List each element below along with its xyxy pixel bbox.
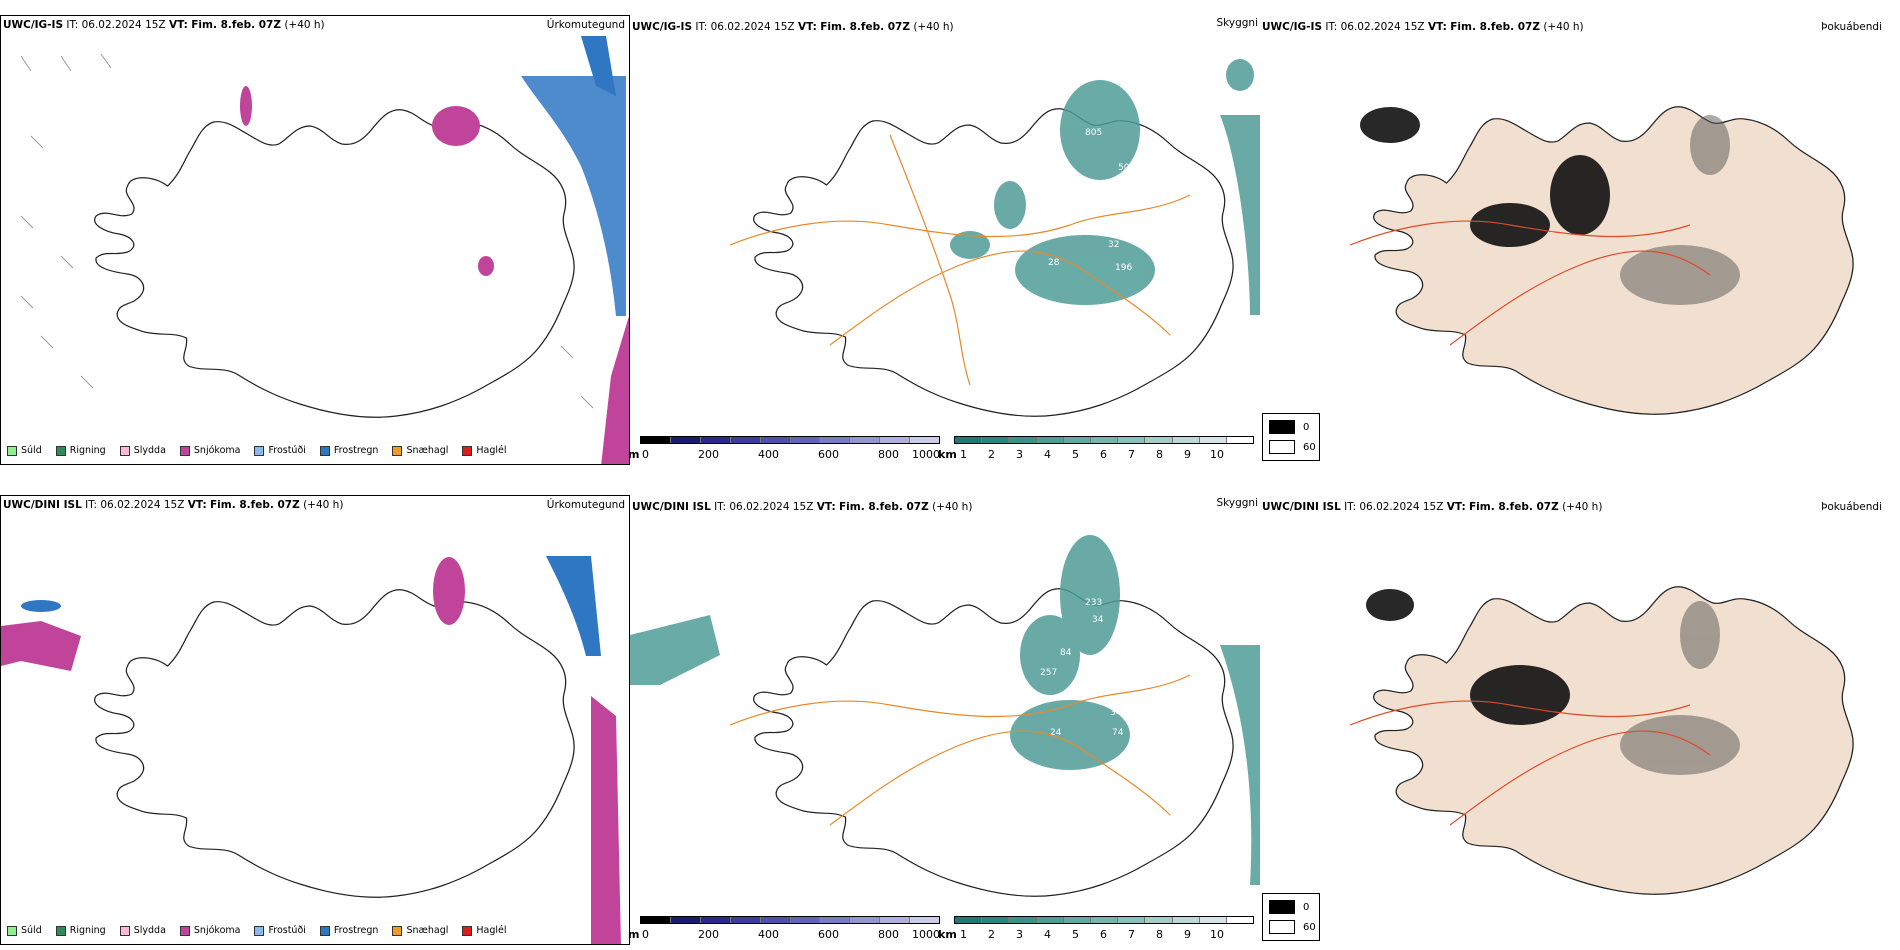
cloud-label: 27 [1002,648,1013,658]
cloud-label: 257 [1040,668,1057,678]
cloud-label: 28 [1048,258,1060,268]
precip-legend-top: Súld Rigning Slydda Snjókoma Frostúði Fr… [7,445,507,456]
precip-legend-bottom: Súld Rigning Slydda Snjókoma Frostúði Fr… [7,925,507,936]
panel-header: UWC/IG-IS IT: 06.02.2024 15Z VT: Fim. 8.… [3,19,325,31]
cloud-map: 233 34 27 84 257 24 34 74 [630,535,1260,897]
cloud-label: 34 [1092,615,1104,625]
precip-type-panel-bottom: UWC/DINI ISL IT: 06.02.2024 15Z VT: Fim.… [0,495,630,945]
cloud-panel-top: UWC/IG-IS IT: 06.02.2024 15Z VT: Fim. 8.… [630,15,1260,465]
panel-title: Skyggni [1216,17,1259,29]
panel-header: UWC/IG-IS IT: 06.02.2024 15Z VT: Fim. 8.… [1262,21,1584,33]
panel-header: UWC/DINI ISL IT: 06.02.2024 15Z VT: Fim.… [632,501,973,513]
fog-legend-top: 0 60 [1262,413,1320,461]
cloud-base-labels: 805 508 64 28 32 196 [975,128,1135,273]
fog-panel-bottom: UWC/DINI ISL IT: 06.02.2024 15Z VT: Fim.… [1260,495,1890,945]
panel-title: Þokuábendi [1821,501,1882,513]
panel-title: Þokuábendi [1821,21,1882,33]
cloud-label: 508 [1118,163,1135,173]
precip-type-panel-top: UWC/IG-IS IT: 06.02.2024 15Z VT: Fim. 8.… [0,15,630,465]
legend-swatch [7,445,17,456]
fog-map [1349,586,1854,895]
panel-title: Úrkomutegund [546,499,625,511]
cloud-label: 32 [1108,240,1119,250]
fog-legend-bottom: 0 60 [1262,893,1320,941]
fog-panel-top: UWC/IG-IS IT: 06.02.2024 15Z VT: Fim. 8.… [1260,15,1890,465]
cloud-label: 24 [1050,728,1062,738]
cloud-base-labels: 233 34 27 84 257 24 34 74 [1002,598,1124,738]
panel-title: Úrkomutegund [546,19,625,31]
panel-header: UWC/DINI ISL IT: 06.02.2024 15Z VT: Fim.… [3,499,344,511]
fog-map [1349,106,1854,415]
panel-header: UWC/IG-IS IT: 06.02.2024 15Z VT: Fim. 8.… [632,21,954,33]
panel-title: Skyggni [1216,497,1259,509]
cloud-label: 74 [1112,728,1124,738]
visibility-colorbar-bottom: km 1 2 3 4 5 6 7 8 9 10 [938,916,1260,946]
cloud-label: 84 [1060,648,1072,658]
cloud-label: 196 [1115,263,1132,273]
cloud-base-colorbar-top: m 0 200 400 600 800 1000 [628,436,940,466]
precip-type-map [20,36,629,464]
cloud-label: 34 [1110,708,1122,718]
cloud-map: 805 508 64 28 32 196 [729,59,1260,417]
cloud-label: 805 [1085,128,1102,138]
cloud-panel-bottom: UWC/DINI ISL IT: 06.02.2024 15Z VT: Fim.… [630,495,1260,945]
panel-header: UWC/DINI ISL IT: 06.02.2024 15Z VT: Fim.… [1262,501,1603,513]
precip-type-map [1,556,621,944]
cloud-base-colorbar-bottom: m 0 200 400 600 800 1000 [628,916,940,946]
cloud-label: 233 [1085,598,1102,608]
visibility-colorbar-top: km 1 2 3 4 5 6 7 8 9 10 [938,436,1260,466]
cloud-label: 64 [975,208,987,218]
